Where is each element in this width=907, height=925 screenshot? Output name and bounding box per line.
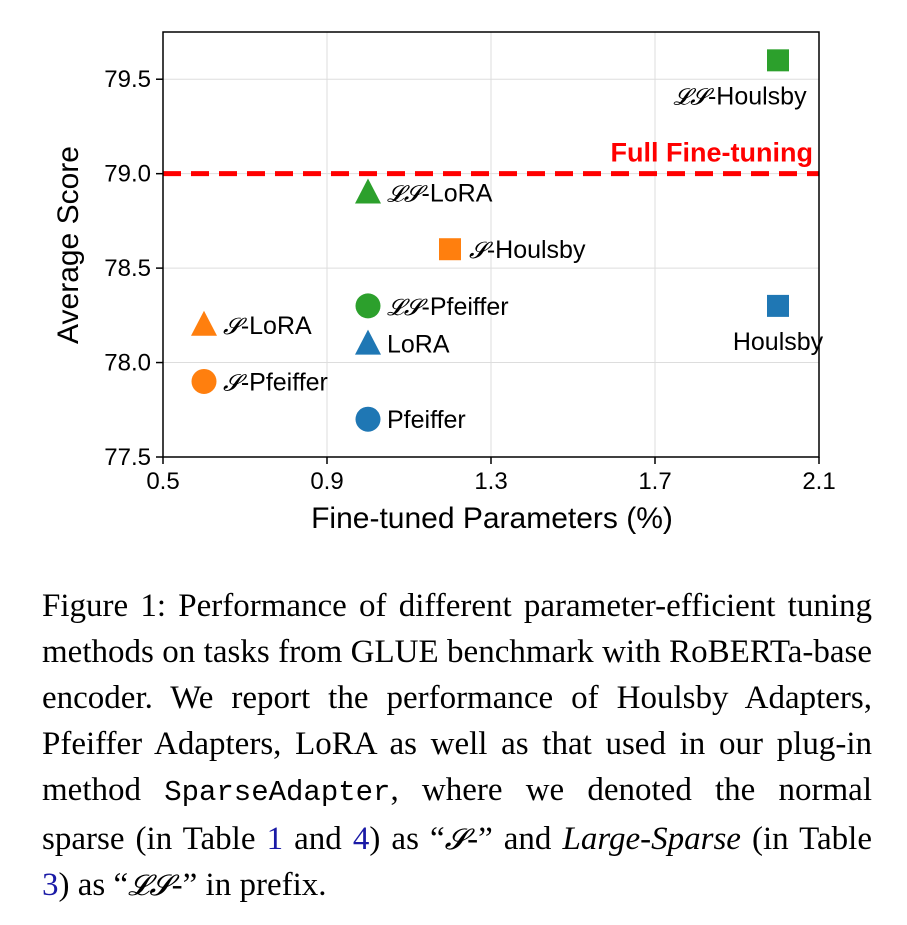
sparse-symbol: 𝓢 bbox=[444, 822, 468, 856]
point-label-text: -Houlsby bbox=[708, 82, 807, 110]
plain-lora-triangle-marker bbox=[355, 329, 381, 355]
prefixed-pfeiffer-circle-marker bbox=[191, 368, 217, 394]
caption-text-6: (in Table bbox=[740, 821, 872, 857]
axes: 0.5 0.9 1.3 1.7 2.1 77.5 78.0 78.5 79.0 79.5 bbox=[104, 31, 836, 495]
caption-text-4: ) as “ bbox=[369, 821, 445, 857]
prefixed-pfeiffer-circle-marker bbox=[355, 293, 381, 319]
point-label-prefix: 𝓛𝓢 bbox=[387, 295, 428, 321]
plain-houlsby-label: Houlsby bbox=[733, 328, 824, 356]
y-tick-label: 79.0 bbox=[104, 161, 151, 188]
x-axis-title: Fine-tuned Parameters (%) bbox=[311, 502, 673, 535]
caption-text-3: and bbox=[283, 821, 353, 857]
y-axis-title: Average Score bbox=[52, 146, 85, 344]
y-tick-label: 78.0 bbox=[104, 350, 151, 377]
table-ref-4[interactable]: 4 bbox=[352, 821, 370, 857]
figure-caption: Figure 1: Performance of different param… bbox=[42, 583, 872, 908]
caption-italic-term: Large-Sparse bbox=[562, 821, 741, 857]
plot-frame bbox=[162, 31, 820, 458]
caption-text-2: , where we denoted the normal sparse (in… bbox=[42, 772, 872, 857]
reference-line-group: Full Fine-tuning bbox=[163, 138, 819, 177]
point-label-text: -LoRA bbox=[241, 312, 312, 340]
prefixed-houlsby-square-marker bbox=[439, 238, 461, 261]
table-ref-1[interactable]: 1 bbox=[266, 821, 284, 857]
x-tick-label: 1.7 bbox=[638, 468, 671, 495]
point-label-prefix: 𝓛𝓢 bbox=[673, 84, 714, 110]
chart-svg: Full Fine-tuning 𝓛𝓢-Houlsby𝓛𝓢-LoRA𝓢-Houl… bbox=[52, 31, 836, 535]
caption-text-1: Figure 1: Performance of different param… bbox=[42, 588, 872, 808]
point-label-text: Pfeiffer bbox=[387, 406, 466, 434]
caption-text-7: ) as “ bbox=[58, 867, 129, 903]
prefixed-lora-label: 𝓢-LoRA bbox=[223, 312, 312, 340]
x-tick-label: 0.5 bbox=[146, 468, 179, 495]
prefixed-houlsby-square-marker bbox=[767, 49, 789, 72]
point-label-text: LoRA bbox=[387, 331, 450, 359]
data-points bbox=[191, 49, 789, 432]
prefixed-pfeiffer-label: 𝓛𝓢-Pfeiffer bbox=[387, 293, 509, 321]
x-tick-label: 1.3 bbox=[474, 468, 507, 495]
prefixed-houlsby-label: 𝓛𝓢-Houlsby bbox=[673, 82, 807, 110]
prefixed-lora-triangle-marker bbox=[191, 310, 217, 336]
point-label-text: -Pfeiffer bbox=[241, 368, 328, 396]
point-labels: 𝓛𝓢-Houlsby𝓛𝓢-LoRA𝓢-Houlsby𝓛𝓢-PfeifferHou… bbox=[223, 82, 824, 434]
point-label-prefix: 𝓛𝓢 bbox=[387, 182, 428, 208]
caption-method-name: SparseAdapter bbox=[164, 776, 391, 809]
prefixed-pfeiffer-label: 𝓢-Pfeiffer bbox=[223, 368, 328, 396]
x-tick-label: 2.1 bbox=[802, 468, 835, 495]
x-tick-label: 0.9 bbox=[310, 468, 343, 495]
scatter-chart: Full Fine-tuning 𝓛𝓢-Houlsby 𝓛𝓢-LoRA 𝓢-Houl… bbox=[52, 31, 836, 535]
point-label-text: -LoRA bbox=[422, 180, 493, 208]
large-sparse-symbol: 𝓛𝓢 bbox=[128, 868, 172, 902]
prefixed-lora-triangle-marker bbox=[355, 178, 381, 204]
point-label-text: Houlsby bbox=[733, 328, 824, 356]
plain-pfeiffer-circle-marker bbox=[355, 406, 381, 432]
plain-houlsby-square-marker bbox=[767, 294, 789, 317]
y-tick-label: 78.5 bbox=[104, 255, 151, 282]
point-label-text: -Pfeiffer bbox=[422, 293, 509, 321]
caption-text-5: -” and bbox=[467, 821, 563, 857]
caption-text-8: -” in prefix. bbox=[171, 867, 327, 903]
y-tick-label: 79.5 bbox=[104, 66, 151, 93]
plain-pfeiffer-label: Pfeiffer bbox=[387, 406, 466, 434]
y-tick-label: 77.5 bbox=[104, 444, 151, 471]
plain-lora-label: LoRA bbox=[387, 331, 450, 359]
full-finetuning-label: Full Fine-tuning bbox=[611, 138, 813, 168]
table-ref-3[interactable]: 3 bbox=[42, 867, 59, 903]
prefixed-houlsby-label: 𝓢-Houlsby bbox=[469, 236, 586, 264]
prefixed-lora-label: 𝓛𝓢-LoRA bbox=[387, 180, 493, 208]
point-label-text: -Houlsby bbox=[487, 236, 586, 264]
